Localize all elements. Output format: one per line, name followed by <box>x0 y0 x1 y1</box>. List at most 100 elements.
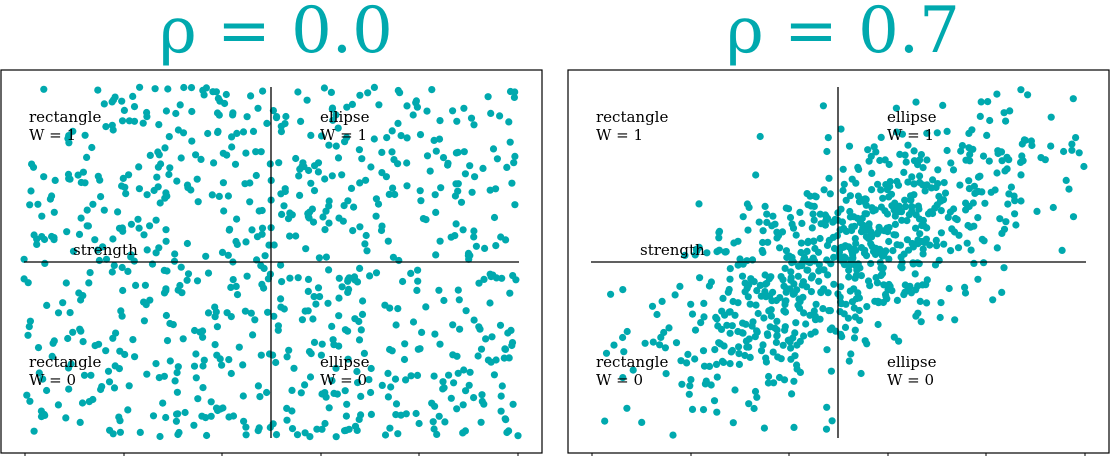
scatter-point <box>301 429 309 437</box>
scatter-point <box>207 412 215 420</box>
scatter-point <box>310 338 319 346</box>
scatter-point <box>207 398 215 406</box>
scatter-point <box>916 172 924 180</box>
scatter-point <box>851 313 860 321</box>
scatter-point <box>439 378 447 386</box>
scatter-point <box>303 96 311 104</box>
scatter-point <box>413 103 421 111</box>
scatter-point <box>449 107 457 115</box>
scatter-point <box>419 215 427 223</box>
scatter-point <box>817 289 825 297</box>
scatter-point <box>683 359 691 367</box>
scatter-point <box>730 239 738 247</box>
scatter-point <box>691 355 699 363</box>
scatter-point <box>119 227 127 235</box>
scatter-point <box>893 177 901 186</box>
scatter-point <box>155 374 163 382</box>
scatter-point <box>146 222 154 230</box>
scatter-point <box>299 159 307 167</box>
scatter-point <box>468 188 476 196</box>
scatter-point <box>351 422 360 430</box>
scatter-point <box>356 179 364 187</box>
scatter-point <box>795 304 804 312</box>
scatter-point <box>78 399 87 407</box>
scatter-point <box>65 385 73 393</box>
scatter-point <box>292 232 300 240</box>
scatter-point <box>397 411 405 419</box>
scatter-point <box>199 362 207 370</box>
scatter-point <box>767 306 775 314</box>
scatter-point <box>487 109 495 117</box>
scatter-point <box>325 404 333 412</box>
scatter-point <box>492 185 500 193</box>
scatter-point <box>261 252 269 260</box>
scatter-point <box>815 277 823 285</box>
scatter-point <box>773 332 781 340</box>
scatter-point <box>59 299 67 307</box>
scatter-point <box>944 213 952 221</box>
scatter-point <box>510 93 518 101</box>
scatter-point <box>263 388 271 397</box>
scatter-point <box>993 169 1001 177</box>
scatter-point <box>965 144 973 152</box>
scatter-point <box>229 109 237 117</box>
scatter-point <box>904 141 912 149</box>
scatter-point <box>699 347 708 355</box>
scatter-point <box>712 360 721 368</box>
scatter-point <box>151 85 159 93</box>
scatter-point <box>916 156 924 164</box>
scatter-point <box>292 154 300 163</box>
scatter-point <box>344 197 352 205</box>
scatter-point <box>99 243 107 251</box>
scatter-point <box>897 253 905 261</box>
scatter-point <box>240 417 248 425</box>
scatter-point <box>311 162 319 170</box>
scatter-point <box>350 273 359 281</box>
scatter-point <box>100 206 108 214</box>
scatter-point <box>280 305 288 313</box>
scatter-point <box>384 369 392 377</box>
scatter-point <box>800 309 808 317</box>
scatter-point <box>363 247 371 255</box>
scatter-point <box>135 224 143 232</box>
scatter-point <box>933 129 941 137</box>
scatter-point <box>796 208 804 216</box>
scatter-point <box>307 131 315 139</box>
scatter-point <box>140 231 148 239</box>
scatter-point <box>110 261 118 270</box>
scatter-point <box>332 433 340 441</box>
scatter-point <box>414 277 422 285</box>
scatter-point <box>321 175 329 183</box>
scatter-point <box>204 129 212 138</box>
scatter-point <box>828 417 836 425</box>
scatter-point <box>358 155 366 163</box>
scatter-point <box>705 282 714 290</box>
scatter-point <box>868 186 876 194</box>
scatter-point <box>1006 107 1014 115</box>
scatter-point <box>64 334 72 343</box>
scatter-point <box>966 223 975 231</box>
scatter-point <box>885 193 893 201</box>
scatter-point <box>984 98 992 106</box>
scatter-point <box>719 294 727 302</box>
scatter-point <box>470 121 478 129</box>
scatter-point <box>837 330 845 338</box>
scatter-point <box>43 301 51 309</box>
scatter-point <box>498 274 506 282</box>
scatter-point <box>35 369 43 377</box>
scatter-point <box>77 296 85 304</box>
scatter-point <box>789 224 798 232</box>
scatter-point <box>502 416 510 424</box>
scatter-point <box>940 240 948 248</box>
scatter-point <box>139 119 147 127</box>
scatter-point <box>764 238 772 246</box>
scatter-point <box>784 205 793 213</box>
scatter-point <box>423 152 432 160</box>
scatter-point <box>465 381 473 389</box>
scatter-point <box>334 124 342 132</box>
scatter-point <box>1011 210 1019 218</box>
scatter-point <box>788 390 796 398</box>
scatter-point <box>283 404 291 412</box>
scatter-point <box>227 283 235 291</box>
scatter-point <box>936 313 944 322</box>
